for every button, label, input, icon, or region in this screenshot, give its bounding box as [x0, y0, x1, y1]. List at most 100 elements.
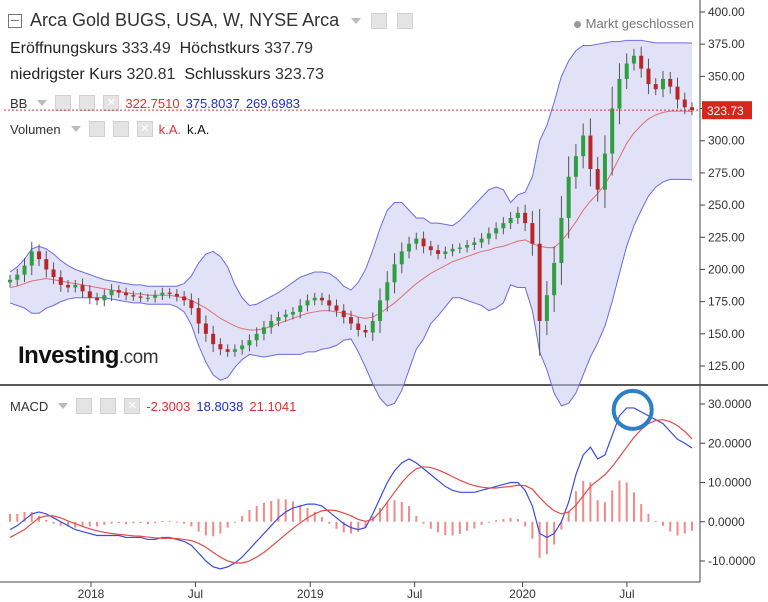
signal-line: [9, 419, 693, 564]
macd-histogram-bar: [560, 521, 563, 530]
gear-icon[interactable]: [79, 95, 96, 111]
last-price-label: 323.73: [707, 104, 744, 118]
open-value: 333.49: [121, 40, 171, 57]
candle-body: [501, 223, 506, 229]
time-tick-label: Jul: [188, 587, 203, 601]
candle-body: [610, 108, 615, 154]
macd-histogram-bar: [611, 490, 614, 522]
bb-lower-line: [9, 178, 693, 407]
gear-icon[interactable]: [397, 12, 414, 29]
macd-histogram-bar: [451, 521, 454, 536]
candle-body: [15, 274, 20, 280]
candle-body: [44, 259, 49, 270]
candle-body: [29, 251, 34, 266]
chevron-down-icon[interactable]: [351, 17, 362, 24]
high-value: 337.79: [264, 40, 314, 57]
candle-body: [51, 269, 56, 278]
candle-body: [203, 323, 208, 334]
volume-value-1: k.A.: [158, 121, 181, 137]
candle-body: [581, 135, 586, 157]
candle-body: [436, 250, 441, 255]
candle-body: [327, 300, 332, 306]
macd-histogram-bar: [117, 521, 120, 523]
candle-body: [537, 243, 542, 321]
macd-histogram-bar: [473, 521, 476, 529]
bb-legend: BB ✕ 322.7510 375.8037 269.6983: [10, 95, 300, 111]
time-tick-label: 2020: [509, 587, 536, 601]
macd-histogram-bar: [364, 521, 367, 529]
bb-lower-value: 269.6983: [245, 95, 301, 111]
macd-histogram-bar: [248, 509, 251, 522]
macd-histogram-bar: [146, 521, 149, 525]
investing-logo: Investing.com: [18, 342, 159, 370]
eye-icon[interactable]: [76, 398, 93, 414]
candle-body: [298, 305, 303, 312]
candle-body: [269, 320, 274, 328]
bb-upper-line: [9, 39, 693, 307]
macd-histogram-bar: [502, 519, 505, 522]
candle-body: [544, 295, 549, 321]
collapse-icon[interactable]: [8, 13, 22, 28]
chevron-down-icon[interactable]: [37, 100, 48, 106]
high-label: Höchstkurs: [179, 40, 260, 57]
chevron-down-icon[interactable]: [70, 126, 81, 132]
volume-value-2: k.A.: [187, 121, 210, 137]
candle-body: [334, 305, 339, 311]
macd-histogram-bar: [9, 513, 11, 522]
macd-histogram-bar: [255, 506, 258, 522]
candle-body: [80, 284, 85, 292]
candle-body: [421, 238, 426, 247]
macd-histogram-bar: [110, 521, 113, 524]
price-tick-label: 150.00: [708, 327, 745, 341]
candle-body: [566, 176, 571, 218]
candle-body: [312, 297, 317, 301]
macd-histogram-bar: [190, 521, 193, 527]
gear-icon[interactable]: [112, 121, 129, 137]
candle-body: [385, 282, 390, 301]
candle-body: [479, 238, 484, 243]
macd-histogram-bar: [299, 504, 302, 522]
eye-icon[interactable]: [55, 95, 72, 111]
candle-body: [370, 320, 375, 333]
time-tick-label: Jul: [407, 587, 422, 601]
macd-histogram-bar: [531, 521, 534, 539]
macd-value: 18.8038: [196, 398, 244, 414]
macd-histogram-bar: [103, 521, 106, 525]
macd-histogram-bar: [23, 511, 26, 522]
macd-histogram-bar: [291, 501, 294, 522]
close-icon[interactable]: ✕: [103, 95, 120, 111]
price-tick-label: 300.00: [708, 134, 745, 148]
candle-body: [646, 68, 651, 85]
macd-histogram-bar: [306, 508, 309, 522]
macd-histogram-bar: [212, 521, 215, 537]
candle-body: [660, 78, 665, 90]
macd-histogram-bar: [96, 521, 99, 527]
close-icon[interactable]: ✕: [136, 121, 153, 137]
close-icon[interactable]: ✕: [124, 398, 141, 414]
macd-histogram-bar: [640, 504, 643, 522]
gear-icon[interactable]: [100, 398, 117, 414]
eye-icon[interactable]: [88, 121, 105, 137]
candle-body: [196, 308, 201, 324]
candle-body: [240, 345, 245, 350]
bollinger-band-area: [10, 40, 692, 406]
macd-histogram-bar: [342, 521, 345, 533]
chevron-down-icon[interactable]: [58, 403, 69, 409]
macd-histogram-bar: [277, 498, 280, 522]
candle-body: [690, 107, 694, 111]
macd-histogram-bar: [379, 508, 382, 522]
macd-tick-label: -10.0000: [708, 554, 756, 568]
eye-icon[interactable]: [371, 12, 388, 29]
candle-body: [639, 55, 644, 69]
macd-histogram-bar: [270, 500, 273, 522]
highlight-circle: [611, 388, 654, 431]
candle-body: [392, 264, 397, 283]
candle-body: [399, 251, 404, 265]
bb-label: BB: [10, 95, 28, 111]
macd-line: [9, 407, 693, 570]
macd-legend: MACD ✕ -2.3003 18.8038 21.1041: [10, 398, 296, 414]
candle-body: [428, 246, 433, 251]
time-tick-label: Jul: [619, 587, 634, 601]
macd-histogram-bar: [38, 515, 41, 522]
